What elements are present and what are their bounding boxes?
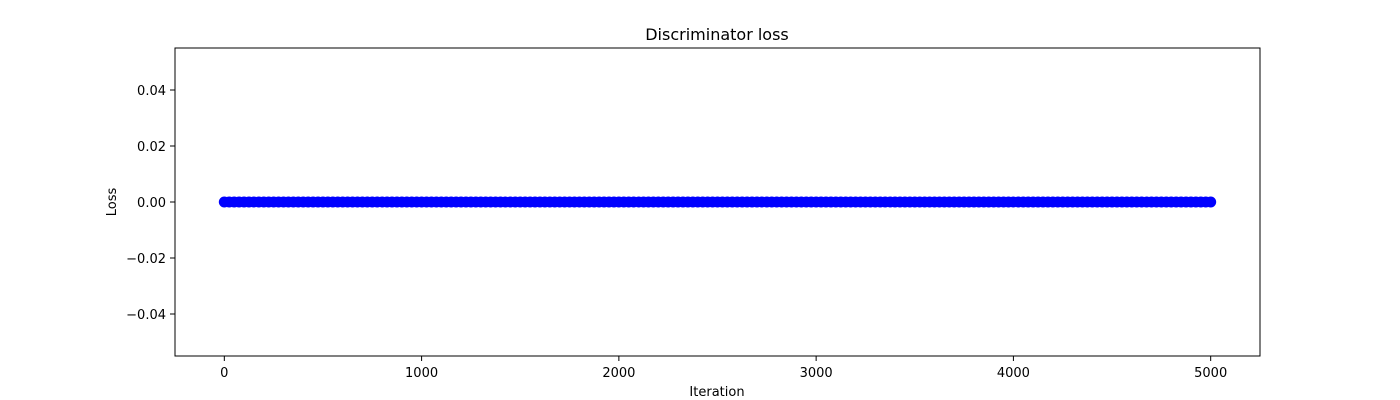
x-tick-label: 5000: [1194, 366, 1227, 381]
x-tick-label: 3000: [800, 366, 833, 381]
y-tick-label: −0.04: [126, 308, 166, 323]
y-tick-label: −0.02: [126, 252, 166, 267]
y-axis-ticks: −0.04 −0.02 0.00 0.02 0.04: [126, 84, 175, 323]
x-axis-label: Iteration: [689, 385, 744, 400]
x-tick-label: 2000: [602, 366, 635, 381]
y-axis-label: Loss: [105, 188, 120, 217]
data-point: [1205, 196, 1217, 208]
y-tick-label: 0.00: [137, 196, 166, 211]
x-tick-label: 4000: [997, 366, 1030, 381]
data-points: [218, 196, 1217, 208]
x-tick-label: 1000: [405, 366, 438, 381]
chart-title: Discriminator loss: [645, 25, 789, 44]
y-tick-label: 0.02: [137, 140, 166, 155]
x-axis-ticks: 0 1000 2000 3000 4000 5000: [220, 356, 1227, 381]
x-tick-label: 0: [220, 366, 228, 381]
y-tick-label: 0.04: [137, 84, 166, 99]
